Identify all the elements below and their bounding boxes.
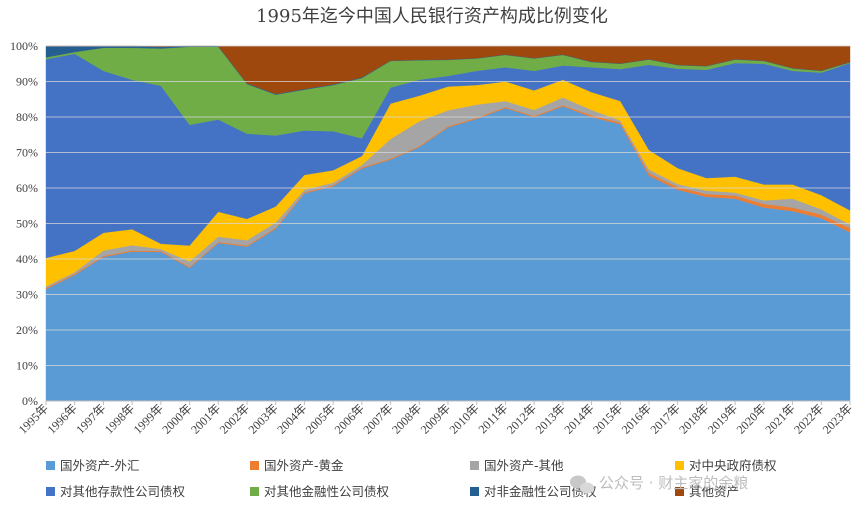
x-tick-label: 2017年 [647,401,682,436]
legend-swatch [250,487,259,496]
y-tick-label: 10% [16,359,38,373]
x-tick-label: 2004年 [274,401,309,436]
x-tick-label: 2008年 [389,401,424,436]
x-tick-label: 2016年 [619,401,654,436]
x-tick-label: 1998年 [102,401,137,436]
x-tick-label: 2022年 [791,401,826,436]
chart-title: 1995年迄今中国人民银行资产构成比例变化 [256,6,608,27]
y-tick-label: 60% [16,181,38,195]
y-tick-label: 80% [16,110,38,124]
y-tick-label: 20% [16,323,38,337]
x-tick-label: 2009年 [418,401,453,436]
legend-swatch [250,461,259,470]
y-tick-label: 70% [16,146,38,160]
x-tick-label: 2002年 [217,401,252,436]
x-tick-label: 1999年 [131,401,166,436]
legend-swatch [675,461,684,470]
y-tick-label: 40% [16,252,38,266]
x-tick-label: 2014年 [561,401,596,436]
y-tick-label: 100% [10,39,38,53]
x-tick-label: 2000年 [159,401,194,436]
x-tick-label: 2023年 [820,401,855,436]
x-tick-label: 2001年 [188,401,223,436]
x-axis: 1995年1996年1997年1998年1999年2000年2001年2002年… [16,401,855,437]
x-tick-label: 2011年 [476,401,511,436]
x-tick-label: 1997年 [73,401,108,436]
legend-label: 对中央政府债权 [689,458,777,473]
watermark: 公众号 · 财主家的余粮 [570,474,748,494]
x-tick-label: 2003年 [245,401,280,436]
y-axis: 0% 10% 20% 30% 40% 50% 60% 70% 80% 90% 100% [10,39,38,408]
legend-swatch [46,487,55,496]
legend-label: 国外资产-黄金 [264,458,344,473]
x-tick-label: 2006年 [332,401,367,436]
legend-label: 对其他金融性公司债权 [264,484,390,499]
y-tick-label: 30% [16,288,38,302]
x-tick-label: 2019年 [705,401,740,436]
legend-swatch [46,461,55,470]
x-tick-label: 2012年 [504,401,539,436]
watermark-text: 公众号 · 财主家的余粮 [599,474,748,492]
legend-label: 其他资产 [689,484,739,499]
legend-swatch [470,487,479,496]
y-tick-label: 50% [16,217,38,231]
legend-label: 国外资产-其他 [484,458,564,473]
x-tick-label: 2005年 [303,401,338,436]
wechat-icon [570,475,594,494]
x-tick-label: 2013年 [533,401,568,436]
x-tick-label: 2021年 [762,401,797,436]
legend-label: 对其他存款性公司债权 [60,484,186,499]
legend-label: 对非金融性公司债权 [484,484,597,499]
x-tick-label: 2020年 [734,401,769,436]
legend-swatch [675,487,684,496]
x-tick-label: 2007年 [360,401,395,436]
y-tick-label: 90% [16,75,38,89]
plot-areas [45,45,851,402]
y-tick-label: 0% [22,394,38,408]
legend-label: 国外资产-外汇 [60,458,140,473]
legend-swatch [470,461,479,470]
x-tick-label: 2015年 [590,401,625,436]
x-tick-label: 2010年 [446,401,481,436]
x-tick-label: 1996年 [44,401,79,436]
x-tick-label: 2018年 [676,401,711,436]
